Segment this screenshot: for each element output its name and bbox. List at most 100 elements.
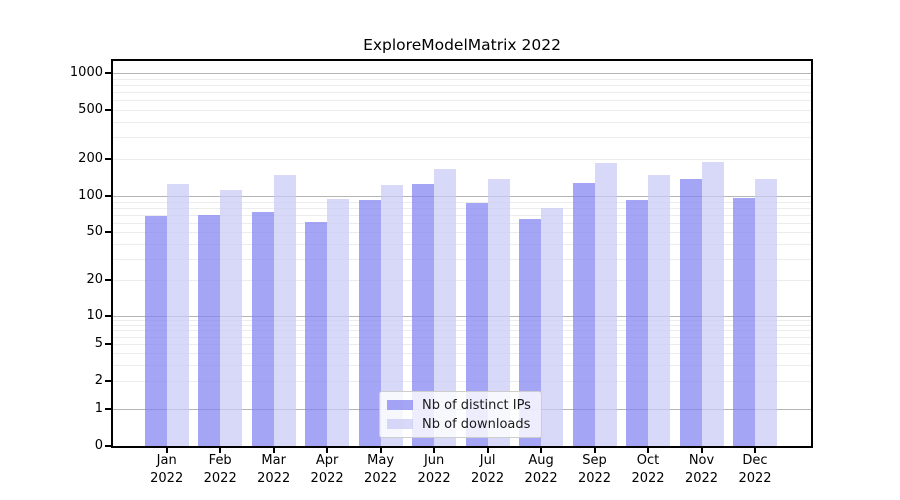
gridline-minor-500	[113, 110, 811, 111]
x-tick-label-sep: Sep 2022	[577, 453, 612, 486]
y-tick-10	[105, 315, 111, 317]
legend-label-downloads: Nb of downloads	[422, 416, 531, 432]
gridline-minor-700	[113, 92, 811, 94]
gridline-minor-200	[113, 159, 811, 160]
y-tick-label-100: 100	[78, 188, 103, 203]
y-tick-2	[105, 380, 111, 382]
legend-swatch-distinct-ips	[387, 400, 413, 410]
bar-nb-of-downloads-aug	[541, 207, 564, 446]
bar-nb-of-downloads-oct	[648, 174, 670, 446]
bar-nb-of-downloads-jun	[434, 169, 457, 446]
gridline-minor-5	[113, 344, 811, 345]
bar-nb-of-downloads-mar	[273, 175, 296, 446]
x-tick-label-feb: Feb 2022	[203, 453, 237, 486]
y-tick-label-1: 1	[94, 401, 103, 416]
legend-item-downloads: Nb of downloads	[387, 416, 531, 432]
bar-nb-of-distinct-ips-dec	[733, 197, 755, 446]
chart-title: ExploreModelMatrix 2022	[363, 36, 561, 54]
y-tick-0	[105, 445, 111, 447]
bar-nb-of-distinct-ips-aug	[519, 219, 542, 446]
gridline-minor-50	[113, 232, 811, 234]
gridline-minor-3	[113, 364, 811, 366]
bar-nb-of-downloads-dec	[755, 179, 777, 446]
x-tick-label-aug: Aug 2022	[524, 453, 558, 486]
y-tick-label-20: 20	[86, 271, 103, 287]
gridline-minor-30	[113, 258, 811, 260]
gridline-major-100	[113, 196, 811, 197]
x-tick-may	[379, 448, 382, 453]
gridline-minor-2	[113, 381, 811, 382]
x-tick-label-jun: Jun 2022	[417, 453, 451, 486]
bar-nb-of-distinct-ips-nov	[679, 179, 702, 446]
y-tick-100	[105, 195, 111, 197]
y-tick-label-2: 2	[94, 373, 103, 388]
gridline-minor-70	[113, 214, 811, 216]
x-tick-jun	[433, 448, 436, 453]
x-tick-label-mar: Mar 2022	[257, 453, 291, 486]
y-tick-1000	[105, 72, 111, 74]
bar-nb-of-distinct-ips-oct	[626, 200, 648, 446]
y-tick-20	[105, 278, 111, 281]
grid-layer	[113, 61, 811, 446]
x-tick-mar	[272, 448, 275, 453]
x-tick-apr	[326, 448, 329, 453]
gridline-minor-40	[113, 243, 811, 245]
gridline-major-10	[113, 316, 811, 317]
x-tick-label-jan: Jan 2022	[150, 453, 184, 486]
y-tick-label-10: 10	[86, 308, 103, 323]
legend-label-distinct-ips: Nb of distinct IPs	[422, 397, 531, 413]
bar-nb-of-distinct-ips-mar	[251, 211, 274, 446]
y-tick-label-500: 500	[78, 102, 103, 117]
x-tick-aug	[540, 448, 543, 453]
bar-nb-of-downloads-apr	[327, 199, 350, 446]
x-tick-label-may: May 2022	[364, 453, 398, 486]
gridline-minor-6	[113, 336, 811, 338]
bar-nb-of-distinct-ips-jun	[412, 184, 435, 446]
gridline-minor-8	[113, 325, 811, 326]
bar-layer	[113, 61, 811, 446]
bar-nb-of-distinct-ips-may	[358, 199, 381, 446]
bar-nb-of-distinct-ips-jan	[144, 216, 167, 446]
y-tick-label-1000: 1000	[69, 65, 103, 80]
x-tick-label-dec: Dec 2022	[738, 453, 772, 486]
y-tick-label-5: 5	[94, 336, 103, 351]
y-tick-500	[105, 109, 111, 111]
legend-item-distinct-ips: Nb of distinct IPs	[387, 397, 531, 413]
bar-nb-of-downloads-may	[380, 184, 403, 446]
bar-nb-of-downloads-jul	[487, 179, 510, 446]
y-tick-label-50: 50	[86, 224, 103, 240]
bar-nb-of-distinct-ips-jul	[465, 202, 488, 446]
gridline-minor-400	[113, 121, 811, 123]
gridline-minor-80	[113, 207, 811, 209]
bar-nb-of-downloads-nov	[701, 161, 724, 446]
bar-nb-of-downloads-sep	[594, 162, 617, 446]
y-tick-200	[105, 158, 111, 160]
x-tick-label-nov: Nov 2022	[684, 453, 719, 486]
gridline-minor-800	[113, 84, 811, 86]
gridline-minor-90	[113, 201, 811, 203]
bar-nb-of-distinct-ips-feb	[198, 215, 221, 446]
bar-nb-of-distinct-ips-sep	[572, 182, 595, 446]
x-tick-label-oct: Oct 2022	[631, 453, 665, 486]
x-tick-dec	[754, 448, 756, 453]
gridline-major-1000	[113, 73, 811, 74]
x-tick-sep	[593, 448, 596, 453]
y-tick-label-200: 200	[78, 151, 103, 166]
bar-nb-of-distinct-ips-apr	[305, 221, 328, 446]
gridline-minor-4	[113, 353, 811, 354]
gridline-minor-300	[113, 137, 811, 139]
gridline-minor-20	[113, 279, 811, 281]
x-tick-feb	[219, 448, 222, 453]
plot-area	[111, 59, 813, 448]
gridline-minor-9	[113, 320, 811, 322]
legend: Nb of distinct IPs Nb of downloads	[379, 391, 542, 438]
bar-nb-of-downloads-jan	[166, 184, 189, 446]
x-tick-label-apr: Apr 2022	[310, 453, 344, 486]
x-tick-oct	[647, 448, 649, 453]
bar-nb-of-downloads-feb	[220, 189, 243, 446]
y-tick-5	[105, 343, 111, 345]
gridline-minor-7	[113, 330, 811, 332]
y-tick-50	[105, 231, 111, 234]
x-tick-label-jul: Jul 2022	[471, 453, 505, 486]
